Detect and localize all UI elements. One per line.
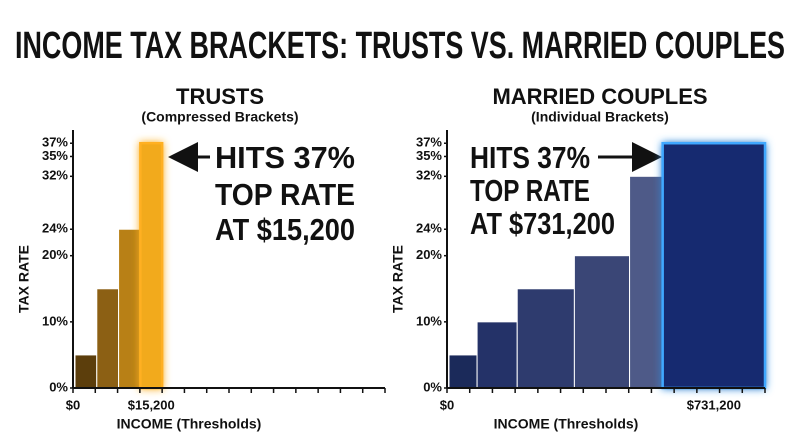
bar: [118, 228, 141, 389]
chart-title: TRUSTS: [176, 84, 264, 109]
bar: [629, 175, 664, 389]
chart-subtitle: (Individual Brackets): [531, 109, 669, 125]
annotation: HITS 37%: [470, 140, 590, 175]
chart-title: MARRIED COUPLES: [492, 84, 707, 109]
bar: [516, 288, 575, 389]
bar: [139, 141, 164, 390]
x-axis-label: INCOME (Thresholds): [494, 416, 639, 432]
y-tick-label: 20%: [416, 247, 442, 262]
page-title: INCOME TAX BRACKETS: TRUSTS VS. MARRIED …: [15, 25, 785, 67]
y-axis-label: TAX RATE: [390, 245, 406, 313]
annotation: TOP RATE: [215, 177, 355, 212]
y-tick-label: 35%: [416, 148, 442, 163]
y-tick-label: 24%: [42, 221, 68, 236]
y-tick-label: 37%: [42, 135, 68, 150]
x-tick-label: $15,200: [128, 397, 175, 412]
y-tick-label: 0%: [49, 379, 68, 394]
y-tick-label: 10%: [416, 313, 442, 328]
x-origin-label: $0: [66, 397, 80, 412]
y-tick-label: 35%: [42, 148, 68, 163]
bar: [573, 255, 631, 389]
y-tick-label: 24%: [416, 221, 442, 236]
y-tick-label: 0%: [423, 379, 442, 394]
annotation: HITS 37%: [215, 140, 355, 175]
bar: [96, 288, 120, 389]
chart-subtitle: (Compressed Brackets): [141, 109, 298, 125]
y-tick-label: 32%: [416, 168, 442, 183]
annotation: TOP RATE: [470, 173, 590, 208]
y-tick-label: 20%: [42, 247, 68, 262]
x-tick-label: $731,200: [687, 397, 741, 412]
x-axis-label: INCOME (Thresholds): [117, 416, 262, 432]
y-tick-label: 37%: [416, 135, 442, 150]
y-tick-label: 32%: [42, 168, 68, 183]
annotation: AT $15,200: [215, 212, 355, 247]
y-axis-label: TAX RATE: [16, 245, 32, 313]
bar: [448, 354, 478, 389]
annotation: AT $731,200: [470, 206, 615, 241]
bar: [476, 321, 518, 389]
y-tick-label: 10%: [42, 313, 68, 328]
x-origin-label: $0: [440, 397, 454, 412]
bar: [661, 141, 767, 390]
bar: [74, 354, 98, 389]
